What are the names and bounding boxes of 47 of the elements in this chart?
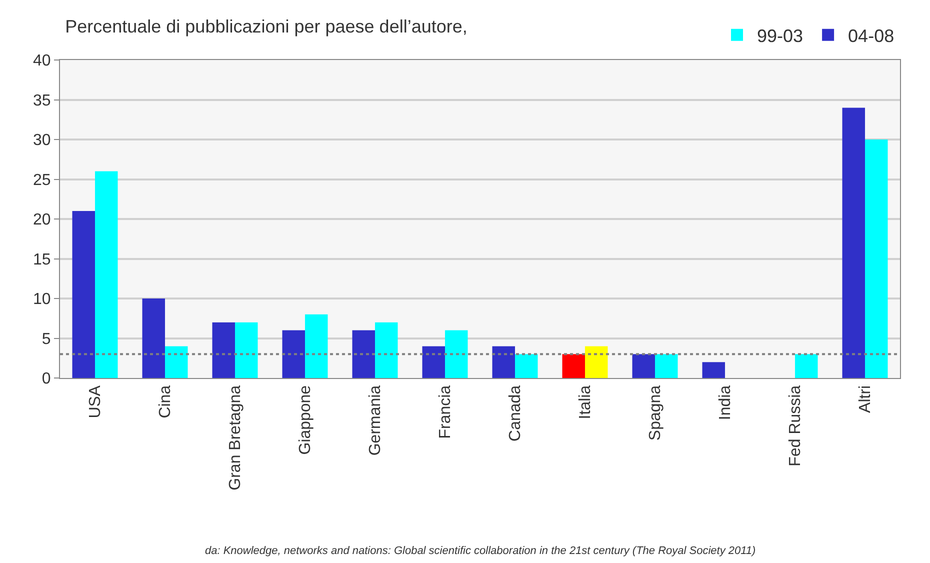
y-tick-label: 20 — [33, 212, 51, 229]
y-tick-label: 30 — [33, 132, 51, 150]
legend-label: 99-03 — [757, 26, 804, 46]
x-tick-label: India — [717, 385, 734, 420]
x-tick-label: Germania — [367, 385, 384, 456]
y-tick-label: 5 — [42, 330, 51, 348]
bar — [305, 314, 328, 378]
bar — [632, 354, 655, 378]
chart-title: Percentuale di pubblicazioni per paese dell’autore, — [65, 16, 468, 36]
bar — [842, 108, 865, 378]
bar — [585, 346, 608, 378]
legend-label: 04-08 — [848, 26, 894, 46]
y-tick-label: 35 — [33, 92, 51, 110]
bar — [422, 346, 445, 378]
bar — [562, 354, 585, 378]
bar — [235, 322, 258, 378]
bar — [165, 346, 188, 378]
x-tick-label: Fed Russia — [787, 385, 804, 466]
y-tick-label: 10 — [33, 291, 51, 308]
x-tick-label: Altri — [857, 385, 874, 413]
y-tick-label: 25 — [33, 172, 51, 189]
x-tick-label: Gran Bretagna — [227, 385, 244, 490]
bar — [352, 330, 375, 378]
x-tick-label: Canada — [507, 385, 524, 442]
bar — [515, 354, 538, 378]
y-tick-label: 15 — [33, 251, 51, 268]
x-tick-label: Spagna — [647, 385, 664, 441]
bar — [445, 330, 468, 378]
bar — [655, 354, 678, 378]
text: da: Knowledge, networks and nations: Global scientific collaboration in the 21st century (The Royal Society 2011) — [205, 545, 756, 557]
x-tick-label: Cina — [157, 385, 174, 418]
x-tick-label: Giappone — [297, 385, 314, 455]
x-tick-label: USA — [87, 385, 104, 418]
bar — [375, 322, 398, 378]
y-tick-label: 0 — [42, 370, 51, 388]
bar — [795, 354, 818, 378]
y-tick-label: 40 — [33, 52, 51, 70]
x-tick-label: Francia — [437, 385, 454, 439]
bar — [282, 330, 305, 378]
bar — [492, 346, 515, 378]
bar — [72, 211, 95, 378]
bar — [95, 171, 118, 378]
bar — [142, 298, 165, 378]
x-tick-label: Italia — [577, 385, 594, 420]
bar — [865, 140, 888, 378]
bar — [212, 322, 235, 378]
bar — [702, 362, 725, 378]
